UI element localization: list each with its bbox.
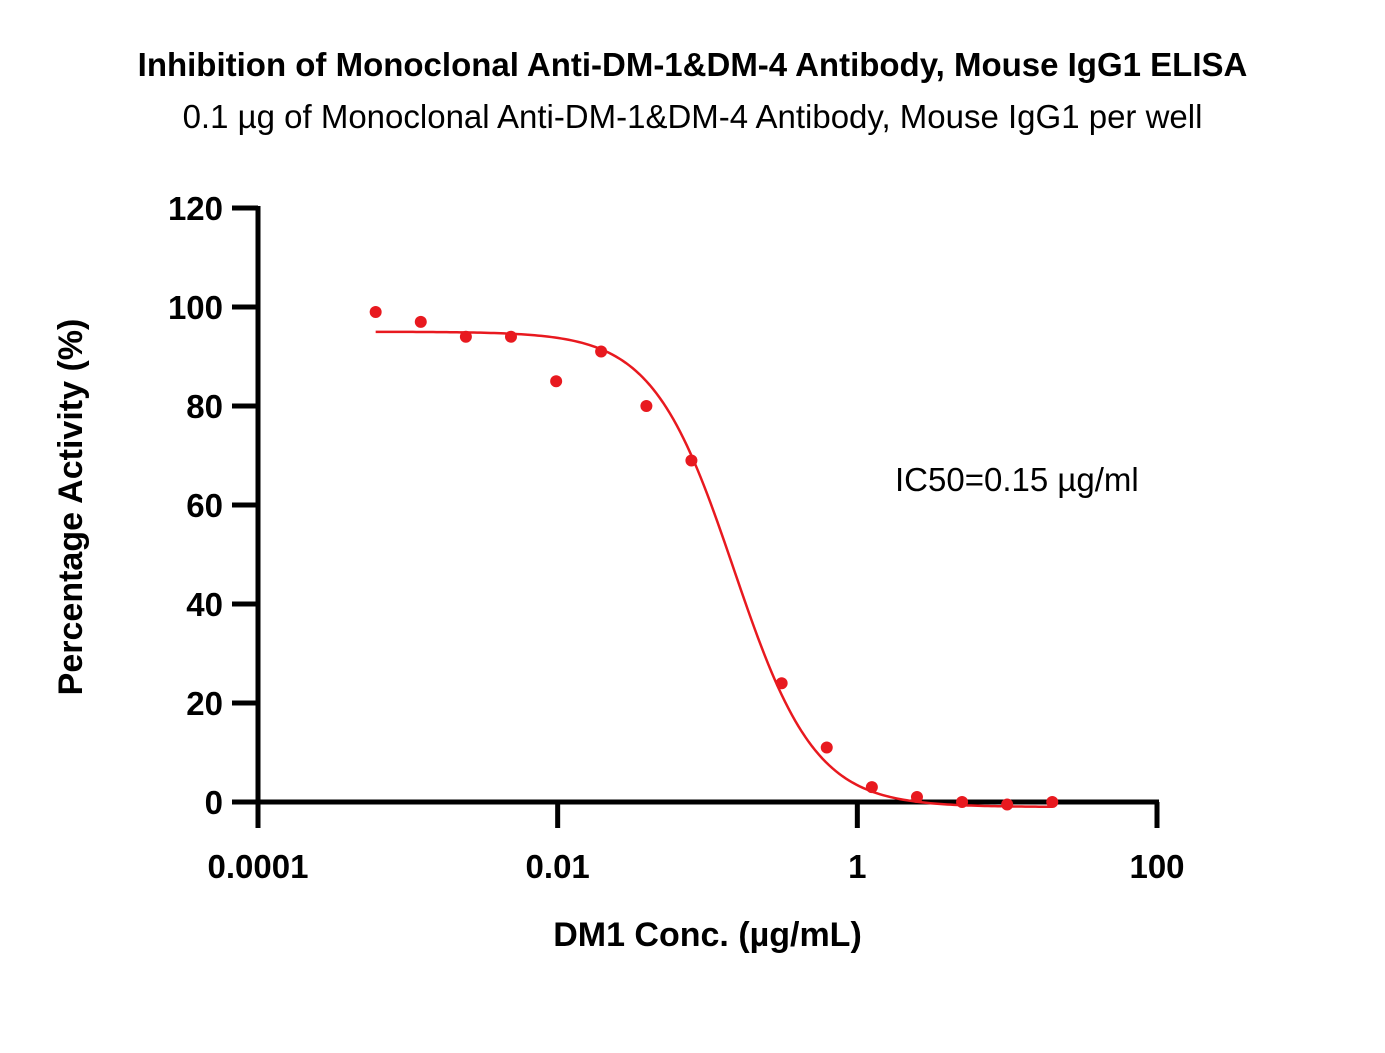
y-axis-title: Percentage Activity (%)	[52, 319, 90, 696]
data-point	[595, 345, 608, 358]
data-point	[640, 400, 653, 412]
data-point	[685, 454, 698, 467]
chart-title: Inhibition of Monoclonal Anti-DM-1&DM-4 …	[137, 46, 1248, 83]
data-point	[504, 330, 517, 343]
y-tick-label: 40	[186, 586, 223, 623]
y-tick-label: 80	[186, 388, 223, 425]
labels-layer: 0 20 40 60 80 100 120 0.0001 0.01 1 100 DM1 Conc. (…	[52, 190, 1185, 954]
data-point	[459, 330, 472, 343]
chart-subtitle: 0.1 µg of Monoclonal Anti-DM-1&DM-4 Anti…	[182, 98, 1203, 135]
data-point	[865, 781, 878, 794]
x-tick-label: 0.0001	[208, 848, 309, 885]
x-tick-label: 100	[1129, 848, 1184, 885]
y-tick-label: 100	[168, 289, 223, 326]
y-tick-label: 20	[186, 685, 223, 722]
data-point	[369, 305, 382, 318]
data-point	[775, 677, 788, 690]
y-tick-label: 60	[186, 487, 223, 524]
y-tick-label: 0	[205, 784, 223, 821]
x-axis-title: DM1 Conc. (µg/mL)	[553, 916, 862, 954]
axes	[232, 205, 1160, 828]
x-tick-label: 1	[848, 848, 866, 885]
data-point	[550, 375, 563, 388]
data-point	[956, 796, 969, 808]
y-tick-label: 120	[168, 190, 223, 227]
x-tick-label: 0.01	[526, 848, 590, 885]
data-point	[1046, 796, 1059, 808]
data-points-layer	[369, 305, 1059, 811]
data-point	[1001, 798, 1014, 811]
fit-curve-layer	[375, 330, 1053, 809]
data-point	[910, 791, 923, 804]
ic50-annotation: IC50=0.15 µg/ml	[895, 461, 1139, 498]
fit-curve	[375, 330, 1053, 809]
data-point	[820, 741, 833, 754]
data-point	[414, 315, 427, 328]
